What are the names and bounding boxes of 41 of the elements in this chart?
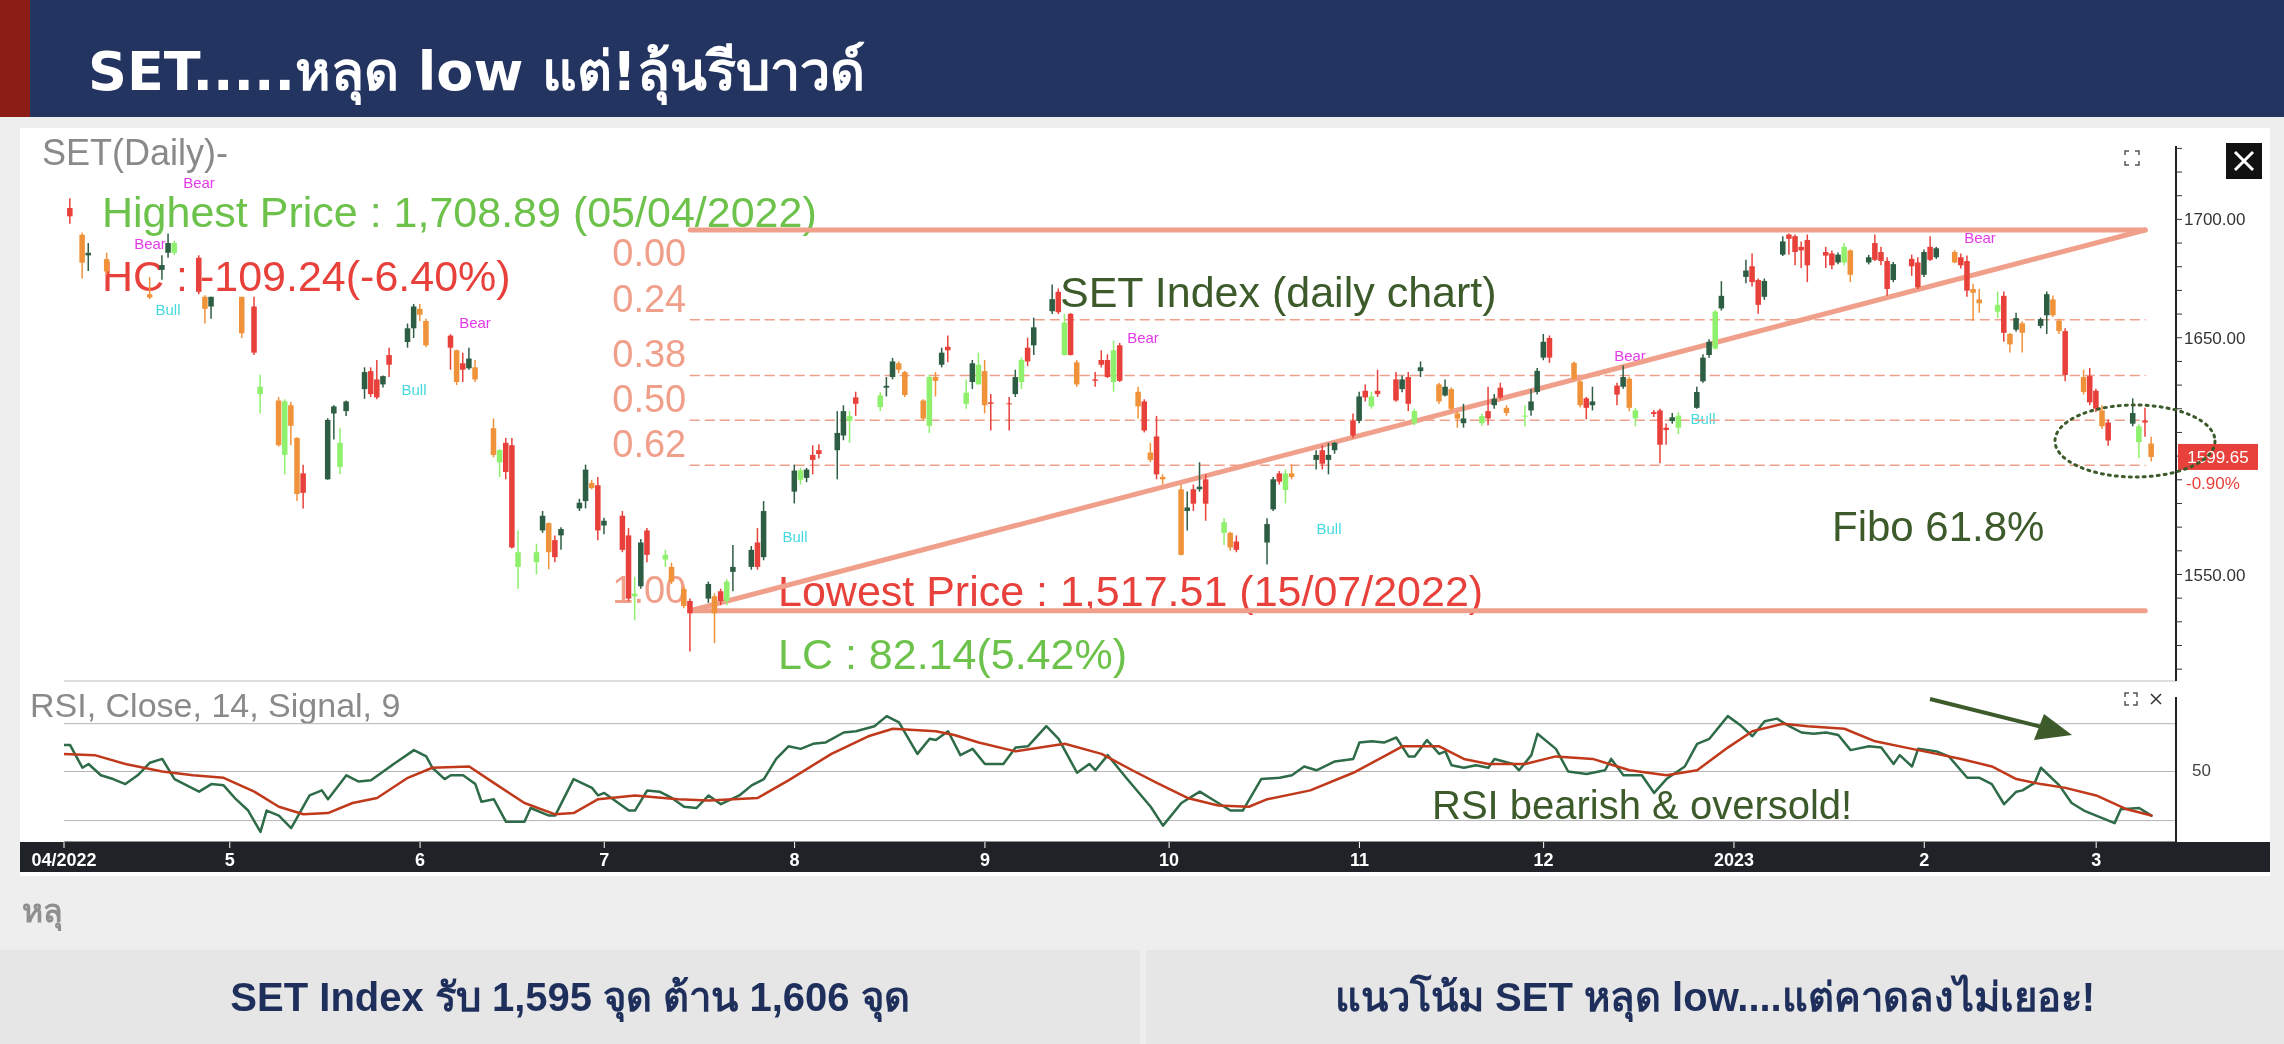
annotation: Bear xyxy=(1127,329,1159,347)
x-tick-label: 2023 xyxy=(1713,850,1754,870)
annotation: Lowest Price : 1,517.51 (15/07/2022) xyxy=(778,567,1484,617)
x-tick-label: 04/2022 xyxy=(31,850,97,870)
annotation: Bear xyxy=(459,314,491,332)
annotation: Bear xyxy=(134,235,166,253)
x-tick-label: 3 xyxy=(2091,850,2102,870)
x-tick-label: 7 xyxy=(599,850,610,870)
text: แนวโน้ม SET หลุด low....แต่คาดลงไม่เยอะ! xyxy=(1146,950,2284,1044)
x-tick-label: 12 xyxy=(1533,850,1554,870)
annotation: 0.62 xyxy=(612,423,687,466)
annotation: SET(Daily)- xyxy=(42,132,228,174)
x-tick-label: 5 xyxy=(224,850,235,870)
annotation: Bull xyxy=(155,301,181,319)
x-tick-label: 9 xyxy=(979,850,990,870)
annotation: Fibo 61.8% xyxy=(1832,503,2045,552)
text: SET Index รับ 1,595 จุด ต้าน 1,606 จุด xyxy=(0,950,1140,1044)
annotation: Bear xyxy=(1964,229,1996,247)
x-tick-label: 11 xyxy=(1349,850,1369,870)
annotation: 0.38 xyxy=(612,333,687,376)
y-tick-label: 1650.00 xyxy=(2184,328,2246,348)
chart-title: RSI, Close, 14, Signal, 9 xyxy=(30,686,401,725)
x-tick-label: 8 xyxy=(789,850,800,870)
x-tick-label: 2 xyxy=(1919,850,1930,870)
annotation: 0.24 xyxy=(612,277,687,320)
annotation: Bull xyxy=(782,528,808,546)
annotation: SET Index (daily chart) xyxy=(1060,268,1497,318)
chart-title: SET.....หลุด low แต่!ลุ้นรีบาวด์ xyxy=(88,39,865,107)
text: หลุ xyxy=(22,893,63,930)
annotation: Bull xyxy=(401,381,427,399)
x-tick-label: 6 xyxy=(415,850,426,870)
y-tick-label: 1550.00 xyxy=(2184,565,2246,585)
annotation: 0.50 xyxy=(612,378,687,421)
text: 50 xyxy=(2192,761,2211,781)
annotation: Bull xyxy=(1316,520,1342,538)
annotation: RSI bearish & oversold! xyxy=(1432,782,1853,828)
y-tick-label: 1700.00 xyxy=(2184,210,2246,230)
x-tick-label: 10 xyxy=(1159,850,1180,870)
annotation: Bear xyxy=(1614,347,1646,365)
text: -0.90% xyxy=(2186,474,2240,494)
annotation: LC : 82.14(5.42%) xyxy=(778,630,1127,680)
